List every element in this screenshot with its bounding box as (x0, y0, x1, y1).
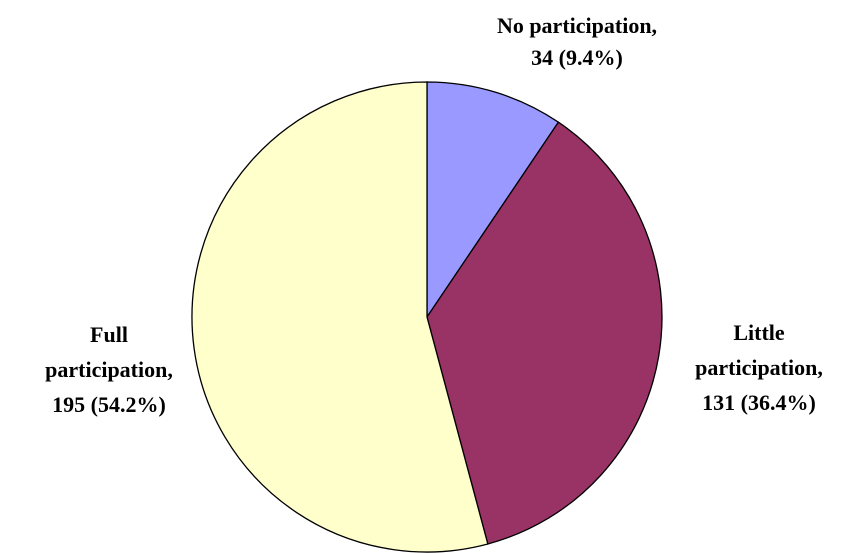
pie-labels: No participation, 34 (9.4%) Little particip… (45, 13, 823, 417)
slice-label-line: participation, (695, 355, 823, 380)
slice-label-line: No participation, (497, 13, 657, 38)
pie-slices (191, 81, 663, 553)
pie-slice-little-participation (426, 121, 663, 545)
pie-slice-full-participation (191, 81, 489, 553)
slice-label-line: 195 (54.2%) (52, 392, 166, 417)
slice-label-line: participation, (45, 357, 173, 382)
slice-label-no-participation: No participation, 34 (9.4%) (497, 13, 657, 70)
pie-slice-no-participation (426, 81, 560, 320)
slice-label-little-participation: Little participation, 131 (36.4%) (695, 320, 823, 415)
slice-label-full-participation: Full participation, 195 (54.2%) (45, 322, 173, 417)
slice-label-line: 34 (9.4%) (531, 45, 623, 70)
slice-label-line: 131 (36.4%) (702, 390, 816, 415)
slice-label-line: Full (90, 322, 128, 347)
slice-label-line: Little (733, 320, 785, 345)
